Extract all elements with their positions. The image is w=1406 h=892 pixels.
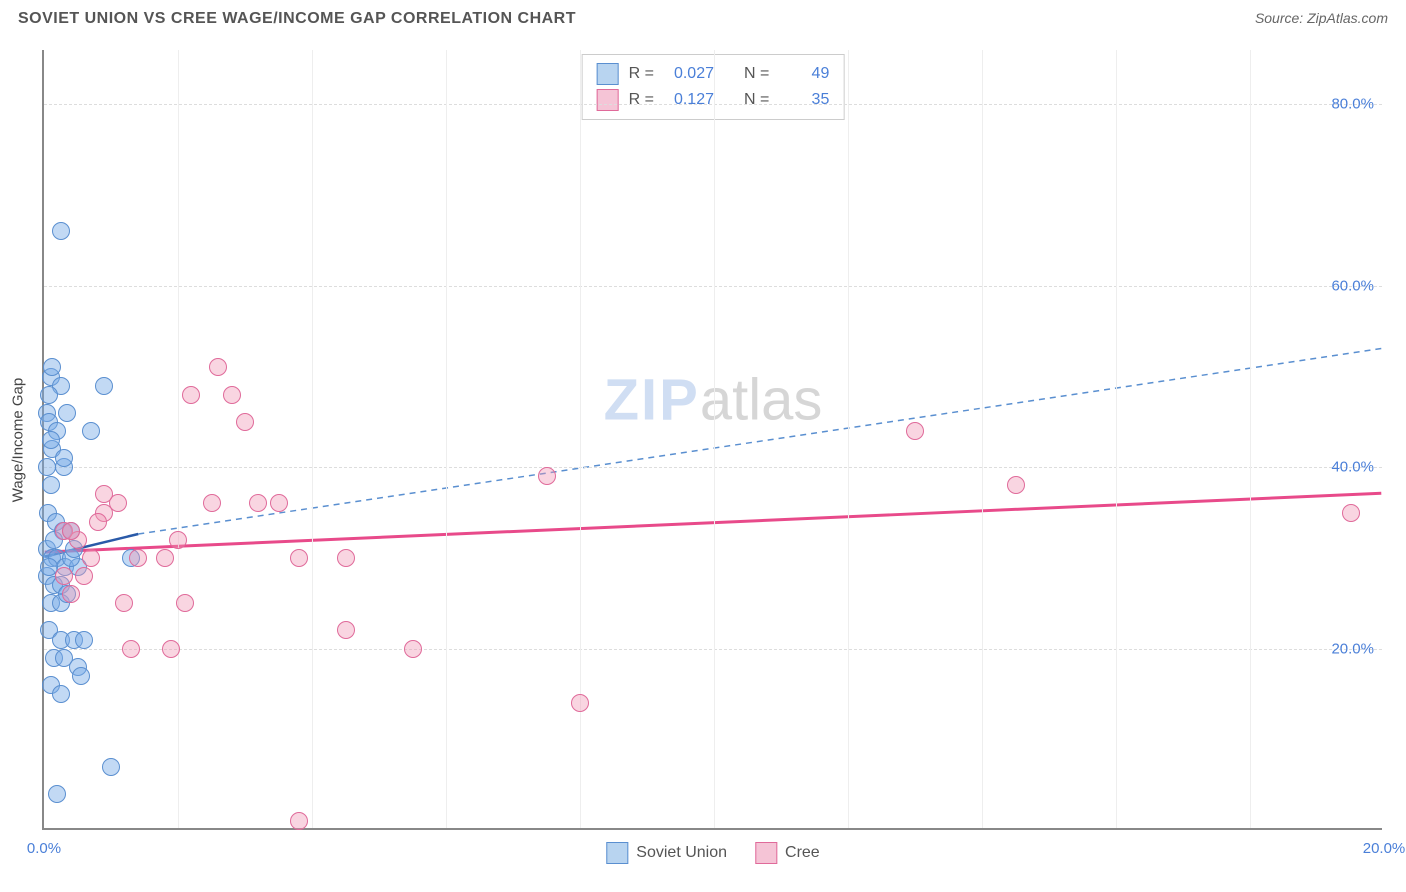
data-point-cree <box>75 567 93 585</box>
grid-line-v <box>446 50 447 828</box>
grid-line-v <box>1116 50 1117 828</box>
data-point-soviet <box>102 758 120 776</box>
data-point-cree <box>176 594 194 612</box>
grid-line-v <box>178 50 179 828</box>
data-point-soviet <box>38 458 56 476</box>
y-tick-label: 20.0% <box>1331 640 1374 657</box>
data-point-soviet <box>52 222 70 240</box>
watermark-atlas: atlas <box>700 368 823 433</box>
legend-swatch-soviet <box>606 842 628 864</box>
data-point-soviet <box>52 685 70 703</box>
legend-swatch-cree <box>597 89 619 111</box>
data-point-cree <box>203 494 221 512</box>
legend-n-value-soviet: 49 <box>779 65 829 83</box>
data-point-cree <box>1342 504 1360 522</box>
legend-n-label: N = <box>744 65 769 83</box>
x-tick-label: 0.0% <box>27 840 61 857</box>
data-point-cree <box>122 640 140 658</box>
legend-n-label: N = <box>744 91 769 109</box>
legend-series: Soviet Union Cree <box>606 842 819 864</box>
chart-container: SOVIET UNION VS CREE WAGE/INCOME GAP COR… <box>0 0 1406 892</box>
grid-line-v <box>312 50 313 828</box>
grid-line-h <box>44 104 1382 105</box>
data-point-cree <box>290 549 308 567</box>
data-point-cree <box>223 386 241 404</box>
legend-item-soviet: Soviet Union <box>606 842 727 864</box>
legend-stats: R = 0.027 N = 49 R = 0.127 N = 35 <box>582 54 845 120</box>
grid-line-v <box>1250 50 1251 828</box>
data-point-cree <box>270 494 288 512</box>
y-tick-label: 40.0% <box>1331 459 1374 476</box>
data-point-soviet <box>55 449 73 467</box>
watermark: ZIPatlas <box>604 367 823 434</box>
data-point-cree <box>95 485 113 503</box>
data-point-cree <box>337 621 355 639</box>
legend-r-value-cree: 0.127 <box>664 91 714 109</box>
data-point-cree <box>182 386 200 404</box>
data-point-soviet <box>48 785 66 803</box>
grid-line-v <box>982 50 983 828</box>
plot-area: ZIPatlas R = 0.027 N = 49 R = 0.127 N = … <box>42 50 1382 830</box>
chart-title: SOVIET UNION VS CREE WAGE/INCOME GAP COR… <box>18 10 576 28</box>
data-point-cree <box>62 585 80 603</box>
data-point-cree <box>337 549 355 567</box>
data-point-cree <box>162 640 180 658</box>
data-point-cree <box>404 640 422 658</box>
y-tick-label: 80.0% <box>1331 96 1374 113</box>
grid-line-h <box>44 467 1382 468</box>
data-point-soviet <box>75 631 93 649</box>
grid-line-h <box>44 649 1382 650</box>
grid-line-v <box>848 50 849 828</box>
data-point-soviet <box>42 431 60 449</box>
data-point-cree <box>115 594 133 612</box>
legend-n-value-cree: 35 <box>779 91 829 109</box>
grid-line-v <box>714 50 715 828</box>
data-point-soviet <box>82 422 100 440</box>
data-point-cree <box>55 567 73 585</box>
data-point-cree <box>1007 476 1025 494</box>
legend-item-cree: Cree <box>755 842 820 864</box>
legend-r-label: R = <box>629 65 654 83</box>
data-point-soviet <box>40 386 58 404</box>
data-point-soviet <box>42 476 60 494</box>
data-point-cree <box>571 694 589 712</box>
data-point-cree <box>169 531 187 549</box>
data-point-cree <box>209 358 227 376</box>
data-point-soviet <box>95 377 113 395</box>
data-point-soviet <box>72 667 90 685</box>
data-point-cree <box>906 422 924 440</box>
data-point-cree <box>156 549 174 567</box>
y-tick-label: 60.0% <box>1331 277 1374 294</box>
data-point-cree <box>249 494 267 512</box>
trend-lines <box>44 50 1382 828</box>
y-axis-label: Wage/Income Gap <box>10 378 27 503</box>
legend-label-cree: Cree <box>785 844 820 862</box>
data-point-cree <box>89 513 107 531</box>
legend-stats-row-cree: R = 0.127 N = 35 <box>597 87 830 113</box>
data-point-soviet <box>43 358 61 376</box>
legend-stats-row-soviet: R = 0.027 N = 49 <box>597 61 830 87</box>
legend-swatch-soviet <box>597 63 619 85</box>
legend-r-label: R = <box>629 91 654 109</box>
legend-r-value-soviet: 0.027 <box>664 65 714 83</box>
data-point-soviet <box>58 404 76 422</box>
legend-label-soviet: Soviet Union <box>636 844 727 862</box>
data-point-cree <box>62 522 80 540</box>
data-point-cree <box>129 549 147 567</box>
source-label: Source: ZipAtlas.com <box>1255 10 1388 26</box>
data-point-cree <box>290 812 308 830</box>
watermark-zip: ZIP <box>604 368 700 433</box>
grid-line-h <box>44 286 1382 287</box>
x-tick-label: 20.0% <box>1363 840 1406 857</box>
legend-swatch-cree <box>755 842 777 864</box>
title-bar: SOVIET UNION VS CREE WAGE/INCOME GAP COR… <box>18 10 1388 28</box>
data-point-cree <box>538 467 556 485</box>
data-point-cree <box>82 549 100 567</box>
data-point-cree <box>236 413 254 431</box>
